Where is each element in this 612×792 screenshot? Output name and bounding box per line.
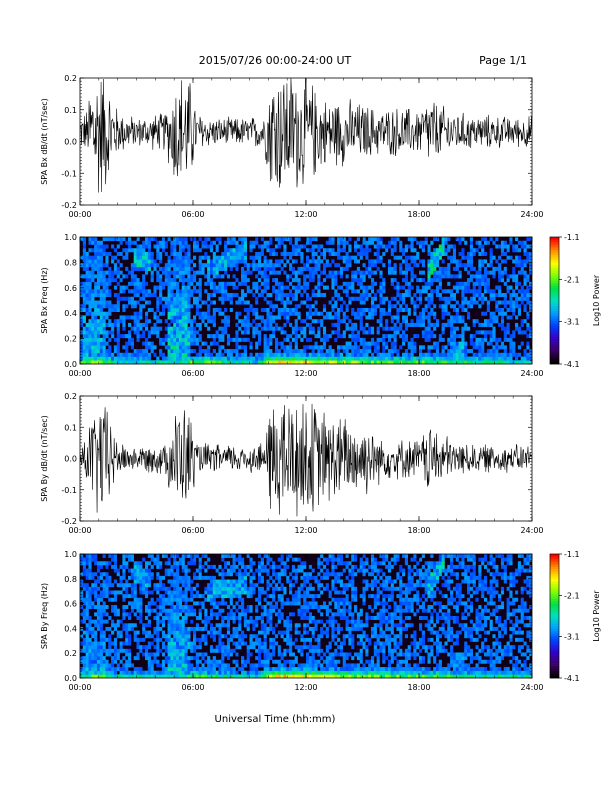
x-tick-label: 00:00 — [68, 369, 91, 378]
colorbar-tick-label: -1.1 — [564, 233, 580, 242]
x-tick-label: 24:00 — [520, 210, 543, 219]
colorbar-tick-label: -2.1 — [564, 591, 580, 600]
x-tick-label: 06:00 — [181, 683, 204, 692]
colorbar-tick-label: -3.1 — [564, 318, 580, 327]
dbdt-panel-3: -0.2 -0.1 0.0 0.1 0.2 00:00 06:00 12:00 18:00 24:… — [40, 392, 544, 535]
signal-trace — [80, 78, 532, 193]
x-tick-label: 24:00 — [520, 369, 543, 378]
y-tick-label: 0.4 — [64, 624, 77, 633]
y-tick-label: 0.0 — [64, 138, 77, 147]
x-tick-label: 18:00 — [407, 683, 430, 692]
figure-title: 2015/07/26 00:00-24:00 UT — [199, 54, 352, 67]
y-tick-label: 0.0 — [64, 674, 77, 683]
y-tick-label: -0.2 — [61, 201, 77, 210]
colorbar-frame — [549, 236, 560, 365]
x-tick-label: 00:00 — [68, 210, 91, 219]
y-tick-label: 0.0 — [64, 360, 77, 369]
x-tick-label: 06:00 — [181, 526, 204, 535]
dbdt-panel-1: -0.2 -0.1 0.0 0.1 0.2 00:00 06:00 12:00 18:00 24:… — [40, 74, 544, 219]
colorbar: -1.1 -2.1 -3.1 -4.1 Log10 Power — [549, 550, 601, 683]
y-tick-label: 0.2 — [64, 335, 77, 344]
y-axis-label: SPA Bx dB/dt (nT/sec) — [40, 98, 49, 185]
spectrogram-panel-2: -1.1 -2.1 -3.1 -4.1 Log10 Power 0.0 0.2 0.4 0.6 0… — [40, 233, 601, 378]
colorbar-tick-label: -2.1 — [564, 275, 580, 284]
colorbar-label: Log10 Power — [592, 590, 601, 642]
x-axis-title: Universal Time (hh:mm) — [215, 714, 336, 725]
x-tick-label: 12:00 — [294, 526, 317, 535]
y-tick-label: 1.0 — [64, 233, 77, 242]
colorbar: -1.1 -2.1 -3.1 -4.1 Log10 Power — [549, 233, 601, 369]
y-tick-label: 0.4 — [64, 309, 77, 318]
x-tick-label: 18:00 — [407, 369, 430, 378]
colorbar-tick-label: -1.1 — [564, 550, 580, 559]
x-tick-label: 12:00 — [294, 369, 317, 378]
y-tick-label: 0.8 — [64, 575, 77, 584]
y-tick-label: 1.0 — [64, 550, 77, 559]
x-tick-label: 18:00 — [407, 526, 430, 535]
y-tick-label: 0.0 — [64, 455, 77, 464]
x-tick-label: 00:00 — [68, 526, 91, 535]
x-tick-label: 24:00 — [520, 526, 543, 535]
colorbar-tick-label: -3.1 — [564, 633, 580, 642]
x-tick-label: 00:00 — [68, 683, 91, 692]
y-tick-label: 0.6 — [64, 600, 77, 609]
x-tick-label: 24:00 — [520, 683, 543, 692]
chart-panels: -0.2 -0.1 0.0 0.1 0.2 00:00 06:00 12:00 18:00 24:… — [40, 74, 601, 692]
y-tick-label: 0.2 — [64, 649, 77, 658]
colorbar-label: Log10 Power — [592, 274, 601, 326]
colorbar-frame — [549, 553, 560, 679]
x-tick-label: 06:00 — [181, 369, 204, 378]
y-tick-label: 0.1 — [64, 106, 77, 115]
signal-trace — [80, 403, 532, 517]
x-tick-label: 18:00 — [407, 210, 430, 219]
x-tick-label: 06:00 — [181, 210, 204, 219]
y-tick-label: -0.1 — [61, 169, 77, 178]
colorbar-tick-label: -4.1 — [564, 674, 580, 683]
y-tick-label: 0.1 — [64, 423, 77, 432]
y-axis-label: SPA By Freq (Hz) — [40, 583, 49, 649]
y-axis-label: SPA By dB/dt (nT/sec) — [40, 415, 49, 502]
y-tick-label: 0.8 — [64, 258, 77, 267]
y-tick-label: -0.2 — [61, 517, 77, 526]
page-indicator: Page 1/1 — [479, 54, 527, 67]
spectrogram-panel-4: -1.1 -2.1 -3.1 -4.1 Log10 Power 0.0 0.2 0.4 0.6 0… — [40, 550, 601, 692]
y-tick-label: 0.6 — [64, 284, 77, 293]
colorbar-tick-label: -4.1 — [564, 360, 580, 369]
y-tick-label: -0.1 — [61, 486, 77, 495]
x-tick-label: 12:00 — [294, 683, 317, 692]
y-axis-label: SPA Bx Freq (Hz) — [40, 267, 49, 333]
y-tick-label: 0.2 — [64, 392, 77, 401]
x-tick-label: 12:00 — [294, 210, 317, 219]
y-tick-label: 0.2 — [64, 74, 77, 83]
